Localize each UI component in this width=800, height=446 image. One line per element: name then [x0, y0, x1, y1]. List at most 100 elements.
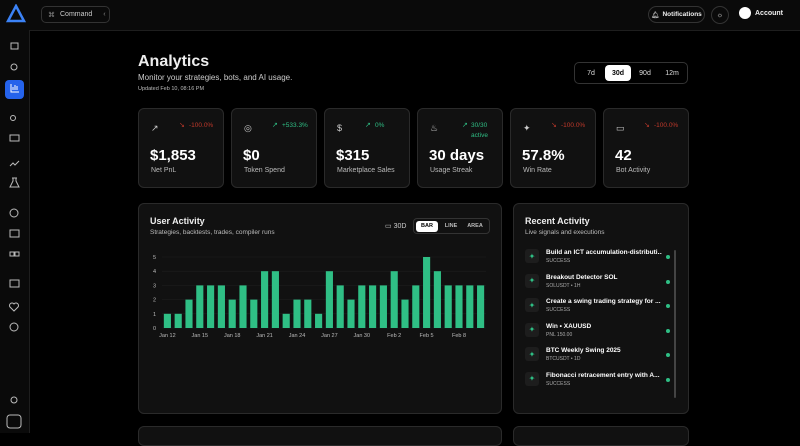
- bar: [304, 299, 312, 328]
- activity-detail: SUCCESS: [546, 307, 571, 313]
- panel-title: Recent Activity: [525, 216, 590, 226]
- bar: [466, 285, 474, 328]
- status-dot: [666, 377, 670, 382]
- page-subtitle: Monitor your strategies, bots, and AI us…: [138, 73, 293, 82]
- stat-label: Bot Activity: [616, 167, 651, 174]
- account-button[interactable]: Account: [739, 7, 783, 19]
- bar: [477, 285, 485, 328]
- bar: [347, 299, 355, 328]
- bar: [217, 285, 225, 328]
- bar-chart: 0 1 2 3 4 5 Jan 12 Jan 15 Jan 18 Jan 21 Jan 24 Jan …: [153, 255, 486, 339]
- x-tick-label: Jan 30: [354, 333, 371, 339]
- theme-toggle[interactable]: ☼: [711, 6, 729, 24]
- activity-detail: SUCCESS: [546, 380, 571, 387]
- stat-icon: ↗: [151, 123, 159, 133]
- bar: [401, 299, 409, 328]
- bar: [293, 299, 301, 328]
- mode-option[interactable]: AREA: [467, 223, 483, 229]
- stat-icon: $: [337, 123, 343, 133]
- stat-change: 0%: [375, 122, 385, 129]
- stat-value: 57.8%: [522, 147, 565, 164]
- stat-label: Token Spend: [244, 167, 285, 174]
- activity-icon: ✦: [525, 273, 539, 288]
- activity-title[interactable]: Create a swing trading strategy for ...: [546, 298, 661, 305]
- y-tick-label: 1: [153, 312, 156, 318]
- x-tick-label: Feb 8: [452, 333, 466, 339]
- activity-title[interactable]: Win • XAUUSD: [546, 322, 592, 330]
- bar: [379, 285, 387, 328]
- bar: [271, 271, 279, 328]
- bar: [228, 299, 236, 328]
- lower-panel: [513, 426, 689, 446]
- stat-icon: ▭: [616, 123, 625, 133]
- mode-option[interactable]: BAR: [416, 220, 438, 232]
- stat-card: ✦ ↘ -100.0% 57.8% Win Rate: [510, 108, 596, 188]
- panel-title: User Activity: [150, 216, 205, 226]
- stat-change: -100.0%: [654, 122, 679, 129]
- stat-icon: ✦: [523, 123, 531, 133]
- bar: [185, 299, 193, 328]
- bar: [196, 285, 204, 328]
- top-bar: [0, 0, 800, 31]
- status-dot: [666, 255, 670, 259]
- status-dot: [666, 279, 670, 284]
- stat-icon: ♨: [430, 123, 439, 133]
- sidebar-icons: [6, 42, 22, 429]
- bar: [163, 313, 171, 328]
- stat-change: +533.3%: [282, 122, 308, 129]
- status-dot: [666, 353, 670, 357]
- activity-title[interactable]: Build an ICT accumulation-distributi...: [546, 249, 662, 256]
- bar: [358, 285, 366, 328]
- stat-icon: ◎: [244, 123, 252, 133]
- panel-subtitle: Strategies, backtests, trades, compiler …: [150, 229, 275, 236]
- x-tick-label: Jan 12: [159, 333, 176, 339]
- y-tick-label: 4: [153, 269, 156, 275]
- bar: [250, 299, 258, 328]
- period-selector: 7d 30d 90d 12m: [574, 62, 688, 84]
- period-option[interactable]: 7d: [587, 69, 595, 77]
- command-button[interactable]: ⌘ Command ‹: [41, 6, 110, 23]
- period-option[interactable]: 12m: [665, 69, 679, 77]
- bar: [239, 285, 247, 328]
- notifications-button[interactable]: 🔔︎ Notifications: [648, 6, 705, 23]
- scrollbar: [674, 250, 676, 398]
- x-tick-label: Jan 21: [256, 333, 273, 339]
- bar: [423, 257, 431, 328]
- y-tick-label: 0: [153, 326, 156, 332]
- x-tick-label: Jan 15: [192, 333, 209, 339]
- period-option[interactable]: 30d: [605, 65, 631, 81]
- bar: [325, 271, 333, 328]
- mode-selector: BAR LINE AREA: [413, 218, 490, 234]
- updated-time: Updated Feb 10, 08:16 PM: [138, 86, 205, 92]
- stat-change: -100.0%: [561, 122, 586, 129]
- x-tick-label: Jan 27: [321, 333, 338, 339]
- bar: [390, 271, 398, 328]
- activity-icon: ✦: [525, 371, 539, 386]
- x-tick-label: Feb 5: [420, 333, 434, 339]
- period-option[interactable]: 90d: [639, 69, 651, 77]
- activity-title[interactable]: Fibonacci retracement entry with A...: [546, 371, 660, 379]
- y-tick-label: 5: [153, 255, 156, 261]
- activity-icon: ✦: [525, 249, 539, 263]
- activity-detail: BTCUSDT • 1D: [546, 356, 581, 362]
- mode-option[interactable]: LINE: [444, 223, 458, 229]
- stat-value: $315: [336, 147, 370, 164]
- status-dot: [666, 304, 670, 308]
- logo: [6, 4, 26, 23]
- stat-change: -100.0%: [189, 122, 214, 129]
- stat-arrow: ↘: [179, 122, 185, 129]
- stat-arrow: ↗: [272, 122, 278, 129]
- bar: [433, 271, 441, 328]
- bar: [412, 285, 420, 328]
- stat-value: $0: [243, 147, 260, 164]
- range-button[interactable]: ▭ 30D: [385, 223, 407, 230]
- activity-title[interactable]: Breakout Detector SOL: [546, 273, 618, 281]
- bar: [261, 271, 269, 328]
- x-tick-label: Jan 24: [289, 333, 306, 339]
- activity-icon: ✦: [525, 298, 539, 312]
- activity-icon: ✦: [525, 322, 539, 337]
- activity-title[interactable]: BTC Weekly Swing 2025: [546, 347, 621, 354]
- stat-label: Win Rate: [523, 167, 552, 174]
- stat-card: ◎ ↗ +533.3% $0 Token Spend: [231, 108, 317, 188]
